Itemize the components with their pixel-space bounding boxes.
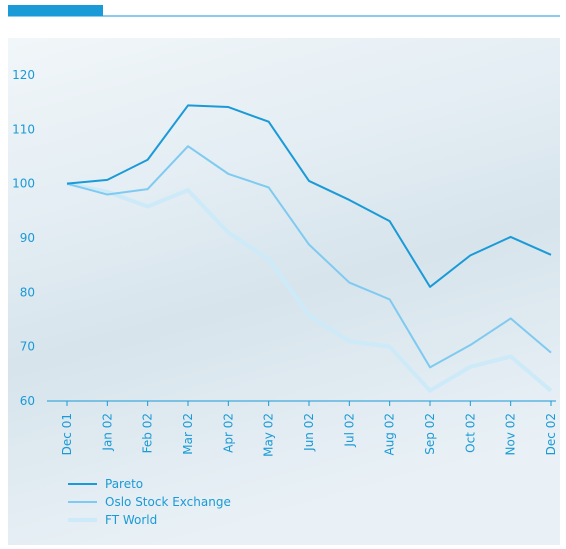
y-tick-label: 100 [12, 177, 35, 191]
x-tick-label: Apr 02 [221, 413, 235, 453]
x-tick-label: May 02 [262, 413, 276, 457]
legend-label: Oslo Stock Exchange [105, 495, 231, 509]
chart-background [8, 38, 560, 545]
x-tick-label: Aug 02 [383, 413, 397, 456]
x-tick-label: Oct 02 [463, 413, 477, 453]
series-line [66, 104, 552, 288]
legend-label: Pareto [105, 477, 143, 491]
legend-label: FT World [105, 513, 157, 527]
series-line [66, 181, 553, 393]
x-tick-label: Dec 01 [60, 413, 74, 455]
y-tick-label: 90 [20, 231, 35, 245]
x-tick-label: Jul 02 [342, 413, 356, 448]
x-tick-label: Feb 02 [141, 413, 155, 453]
y-tick-label: 60 [20, 394, 35, 408]
series-line [66, 145, 552, 369]
x-tick-label: Dec 02 [544, 413, 558, 455]
x-tick-label: Jun 02 [302, 413, 316, 452]
x-tick-label: Sep 02 [423, 413, 437, 455]
x-tick-label: Nov 02 [504, 413, 518, 456]
header-bar [8, 5, 103, 16]
y-tick-label: 110 [12, 122, 35, 136]
x-tick-label: Mar 02 [181, 413, 195, 455]
y-tick-label: 120 [12, 68, 35, 82]
y-tick-label: 70 [20, 340, 35, 354]
y-tick-label: 80 [20, 285, 35, 299]
x-tick-label: Jan 02 [100, 413, 114, 452]
